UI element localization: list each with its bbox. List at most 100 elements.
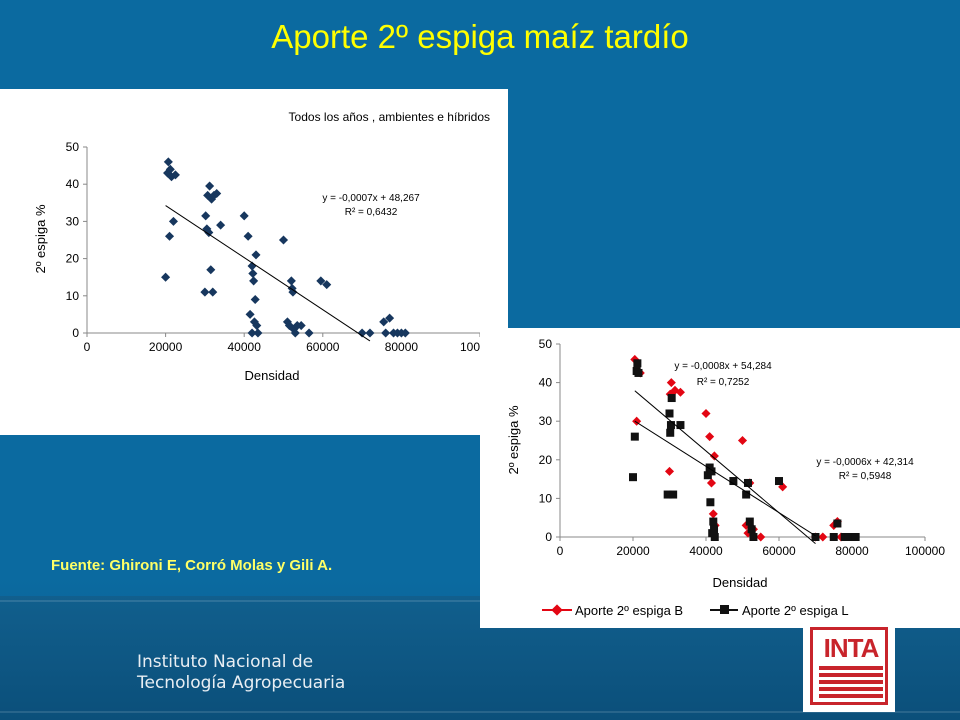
- x-tick-label: 20000: [149, 340, 183, 354]
- data-point-s1-8: [666, 421, 675, 430]
- data-point-s1-7: [666, 428, 675, 437]
- legend-label-b: Aporte 2º espiga B: [575, 603, 683, 618]
- data-point-s0-11: [708, 509, 718, 519]
- trendline-0: [165, 205, 371, 342]
- x-tick-label: 40000: [228, 340, 262, 354]
- data-point-s0-19: [756, 532, 766, 542]
- data-point-s1-9: [667, 394, 676, 403]
- x-tick-label: 0: [84, 340, 91, 354]
- data-point-s1-32: [851, 533, 860, 541]
- data-point-s0-8: [200, 287, 210, 297]
- institution-line-2: Tecnología Agropecuaria: [137, 673, 346, 693]
- data-point-s1-15: [707, 467, 716, 476]
- scatter-chart-all-years: Todos los años , ambientes e híbridos 0 1…: [33, 110, 500, 383]
- data-point-s0-31: [247, 328, 257, 338]
- data-point-s0-4: [165, 164, 175, 174]
- x-axis-label: Densidad: [245, 368, 300, 383]
- data-point-s0-42: [304, 328, 314, 338]
- data-point-s0-12: [204, 228, 214, 238]
- data-point-s1-5: [663, 490, 672, 499]
- y-tick-label: 20: [539, 453, 553, 467]
- data-point-s0-41: [296, 321, 306, 331]
- trendline-1: [634, 420, 816, 537]
- data-point-s1-17: [709, 517, 718, 526]
- legend-marker-l: [720, 605, 729, 614]
- scatter-chart-hybrids: 0 10 20 30 40 50 0 20000 40000 60000 80000 100000 y…: [506, 337, 945, 618]
- trendline-0: [634, 390, 816, 545]
- data-point-s1-11: [676, 421, 685, 430]
- data-point-s1-26: [775, 477, 783, 486]
- data-point-s1-4: [634, 368, 643, 377]
- data-point-s1-25: [729, 477, 738, 486]
- data-point-s1-19: [710, 533, 719, 541]
- inta-logo: INTA: [803, 620, 895, 712]
- data-point-s0-16: [208, 287, 218, 297]
- data-point-s0-7: [170, 170, 180, 180]
- trendline-l-equation: y = -0,0006x + 42,314: [816, 457, 914, 468]
- trendline-b-r2: R² = 0,7252: [697, 377, 750, 388]
- data-point-s0-6: [168, 216, 178, 226]
- legend-marker-b: [551, 604, 563, 616]
- y-axis-label: 2º espiga %: [506, 405, 521, 475]
- x-tick-label: 60000: [762, 544, 796, 558]
- data-point-s1-27: [811, 533, 820, 541]
- data-point-s0-22: [818, 532, 828, 542]
- y-tick-label: 20: [66, 252, 80, 266]
- data-point-s0-9: [201, 211, 211, 221]
- data-point-s0-47: [379, 317, 389, 327]
- y-axis-label: 2º espiga %: [33, 204, 48, 274]
- data-point-s1-23: [747, 525, 756, 534]
- data-point-s1-22: [745, 517, 754, 526]
- data-point-s0-3: [664, 466, 675, 476]
- data-point-s0-5: [666, 378, 676, 388]
- data-point-s1-24: [749, 533, 758, 541]
- y-tick-label: 10: [66, 289, 80, 303]
- x-tick-label: 100000: [905, 544, 945, 558]
- data-point-s0-0: [161, 272, 171, 282]
- data-point-s0-14: [206, 265, 216, 275]
- data-point-s0-10: [706, 478, 717, 488]
- legend-label-l: Aporte 2º espiga L: [742, 603, 849, 618]
- y-tick-label: 40: [66, 177, 80, 191]
- chart-title: Todos los años , ambientes e híbridos: [289, 110, 490, 124]
- y-tick-label: 30: [539, 414, 553, 428]
- data-point-s0-30: [253, 328, 263, 338]
- data-point-s1-18: [710, 525, 719, 534]
- data-point-s1-29: [833, 519, 842, 528]
- data-point-s1-10: [669, 490, 678, 499]
- data-point-s0-21: [243, 231, 253, 241]
- data-point-s0-24: [248, 268, 258, 279]
- inta-logo-frame: INTA: [810, 627, 888, 705]
- x-tick-label: 60000: [306, 340, 340, 354]
- data-point-s0-8: [701, 408, 711, 419]
- y-tick-label: 40: [539, 376, 553, 390]
- data-point-s1-1: [630, 432, 639, 441]
- footer-stripe-bottom: [0, 711, 960, 713]
- data-point-s0-48: [381, 328, 391, 338]
- chart-panel-hybrids: 0 10 20 30 40 50 0 20000 40000 60000 80000 100000 y…: [480, 328, 960, 628]
- data-point-s0-28: [251, 250, 261, 260]
- x-tick-label: 20000: [616, 544, 650, 558]
- data-point-s0-45: [357, 328, 367, 338]
- data-point-s0-14: [737, 435, 748, 446]
- data-point-s1-21: [743, 478, 752, 487]
- data-point-s1-3: [633, 359, 642, 368]
- data-point-s0-22: [245, 309, 255, 319]
- x-tick-label: 0: [557, 544, 564, 558]
- inta-logo-stripes: [819, 666, 883, 700]
- data-point-s0-19: [216, 220, 226, 230]
- data-point-s0-25: [249, 276, 259, 286]
- data-point-s0-3: [165, 231, 175, 241]
- data-point-s0-20: [239, 211, 249, 221]
- institution-name: Instituto Nacional de Tecnología Agropec…: [137, 652, 345, 694]
- y-tick-label: 50: [66, 140, 80, 154]
- trendline-b-equation: y = -0,0008x + 54,284: [674, 361, 772, 372]
- trendline-r2: R² = 0,6432: [345, 207, 398, 218]
- x-tick-label: 80000: [835, 544, 869, 558]
- chart-legend: Aporte 2º espiga B Aporte 2º espiga L: [542, 603, 849, 618]
- data-point-s1-6: [665, 409, 674, 418]
- x-tick-label: 40000: [689, 544, 723, 558]
- data-point-s0-18: [212, 188, 222, 199]
- inta-logo-text: INTA: [823, 633, 880, 663]
- data-point-s0-2: [163, 157, 173, 167]
